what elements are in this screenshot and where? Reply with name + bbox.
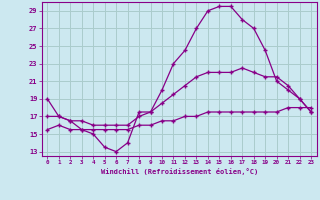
X-axis label: Windchill (Refroidissement éolien,°C): Windchill (Refroidissement éolien,°C) bbox=[100, 168, 258, 175]
